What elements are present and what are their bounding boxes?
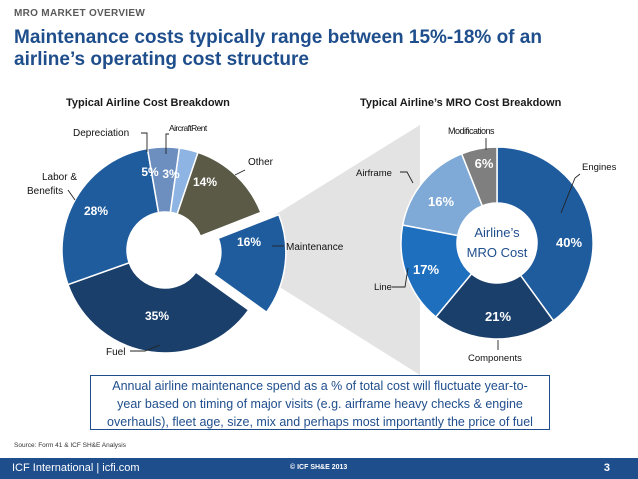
category-label-components: Components: [468, 353, 522, 364]
page-title: Maintenance costs typically range betwee…: [14, 27, 542, 70]
callout-line-3: overhauls), fleet age, size, mix and per…: [107, 415, 533, 429]
slice-labor-benefits: [61, 147, 160, 286]
slice-modifications: [460, 146, 498, 207]
category-label-line: Line: [374, 282, 392, 293]
footer-copyright: © ICF SH&E 2013: [290, 464, 348, 471]
category-label-maintenance: Maintenance: [286, 242, 344, 253]
leader-line: [392, 267, 409, 288]
center-label-line-2: MRO Cost: [467, 245, 528, 260]
category-label-aircraft-rent: AircraftRent: [169, 123, 208, 133]
slice-maintenance: [212, 213, 287, 314]
source-note: Source: Form 41 & ICF SH&E Analysis: [14, 442, 126, 449]
value-label-line: 17%: [413, 262, 439, 277]
slice-engines: [496, 146, 594, 322]
value-label-airframe: 16%: [428, 194, 454, 209]
right-pie: [400, 146, 594, 340]
value-label-other: 14%: [193, 175, 217, 189]
left-chart-title: Typical Airline Cost Breakdown: [66, 97, 230, 109]
footer-bar: ICF International | icfi.com © ICF SH&E …: [0, 458, 638, 479]
category-label-airframe: Airframe: [356, 168, 392, 179]
value-label-engines: 40%: [556, 235, 582, 250]
leader-aircraft-rent: [165, 133, 169, 154]
callout-line-1: Annual airline maintenance spend as a % …: [112, 379, 528, 393]
leader-depreciation: [141, 132, 148, 152]
category-label-other: Other: [248, 157, 274, 168]
category-label-benefits: Benefits: [27, 186, 63, 197]
callout-line-2: year based on timing of major visits (e.…: [117, 397, 523, 411]
overline: MRO MARKET OVERVIEW: [14, 8, 146, 19]
category-label-labor: Labor &: [42, 172, 77, 183]
chart-labels: 3% 14% 16% 35% 28% 5% AircraftRent Other Mainten…: [27, 123, 617, 364]
value-label-depreciation: 5%: [141, 165, 159, 179]
leader-airframe: [400, 171, 414, 184]
slice-other: [176, 151, 262, 238]
right-chart-title: Typical Airline’s MRO Cost Breakdown: [360, 97, 562, 109]
page-number: 3: [603, 462, 610, 474]
value-label-maintenance: 16%: [237, 235, 261, 249]
slice-components: [434, 272, 555, 340]
callout-box: Annual airline maintenance spend as a % …: [90, 375, 550, 430]
value-label-labor-benefits: 28%: [84, 204, 108, 218]
value-label-aircraft-rent: 3%: [162, 167, 180, 181]
value-label-components: 21%: [485, 309, 511, 324]
slice-fuel: [67, 261, 250, 354]
category-label-modifications: Modifications: [448, 126, 495, 136]
category-label-depreciation: Depreciation: [73, 128, 129, 139]
leader-fuel: [130, 344, 161, 352]
footer-company[interactable]: ICF International | icfi.com: [12, 462, 140, 474]
category-label-engines: Engines: [582, 162, 617, 173]
leader-labor: [67, 189, 76, 201]
value-label-fuel: 35%: [145, 309, 169, 323]
leader-other: [234, 169, 246, 176]
left-pie: [61, 146, 287, 354]
leader-engines: [560, 173, 581, 214]
slice-depreciation: [146, 146, 181, 214]
center-label-line-1: Airline’s: [474, 225, 520, 240]
value-label-modifications: 6%: [475, 156, 494, 171]
maintenance-connector: [270, 125, 420, 375]
category-label-fuel: Fuel: [106, 347, 125, 358]
